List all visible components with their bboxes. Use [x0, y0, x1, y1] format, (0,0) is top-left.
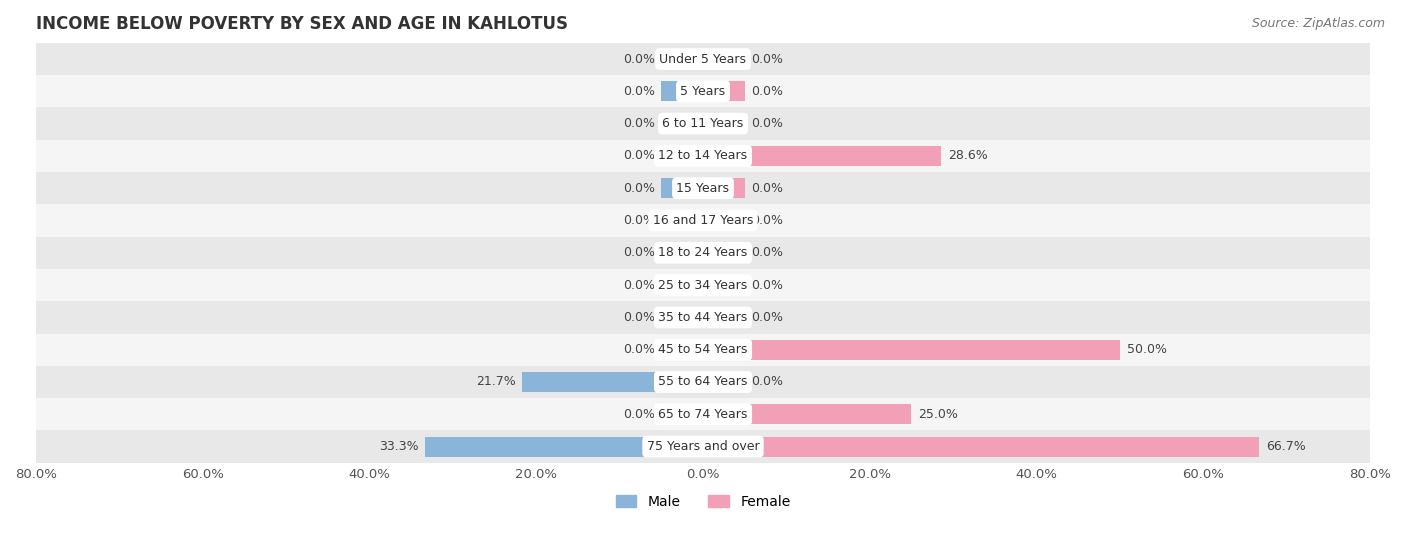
Text: 0.0%: 0.0% [751, 117, 783, 130]
Bar [661, 404, 703, 424]
Text: 0.0%: 0.0% [751, 278, 783, 292]
Text: 0.0%: 0.0% [623, 278, 655, 292]
Bar [703, 81, 745, 101]
Bar [426, 437, 703, 457]
Bar [661, 178, 703, 198]
Text: 16 and 17 Years: 16 and 17 Years [652, 214, 754, 227]
Text: Under 5 Years: Under 5 Years [659, 53, 747, 65]
Bar [37, 172, 1369, 205]
Bar [703, 340, 1121, 359]
Bar [37, 236, 1369, 269]
Bar [37, 140, 1369, 172]
Legend: Male, Female: Male, Female [610, 490, 796, 515]
Bar [703, 211, 745, 230]
Bar [703, 178, 745, 198]
Bar [661, 243, 703, 263]
Bar [661, 211, 703, 230]
Text: 0.0%: 0.0% [751, 376, 783, 389]
Bar [37, 398, 1369, 430]
Text: 66.7%: 66.7% [1265, 440, 1306, 453]
Bar [661, 275, 703, 295]
Text: 0.0%: 0.0% [623, 149, 655, 163]
Text: 0.0%: 0.0% [751, 53, 783, 65]
Text: 45 to 54 Years: 45 to 54 Years [658, 343, 748, 356]
Bar [37, 43, 1369, 75]
Text: 0.0%: 0.0% [623, 311, 655, 324]
Bar [703, 404, 911, 424]
Text: 28.6%: 28.6% [948, 149, 988, 163]
Text: 35 to 44 Years: 35 to 44 Years [658, 311, 748, 324]
Text: 0.0%: 0.0% [751, 182, 783, 195]
Bar [661, 81, 703, 101]
Text: Source: ZipAtlas.com: Source: ZipAtlas.com [1251, 17, 1385, 30]
Bar [703, 49, 745, 69]
Text: 21.7%: 21.7% [475, 376, 516, 389]
Text: 12 to 14 Years: 12 to 14 Years [658, 149, 748, 163]
Text: 15 Years: 15 Years [676, 182, 730, 195]
Bar [37, 107, 1369, 140]
Text: 18 to 24 Years: 18 to 24 Years [658, 247, 748, 259]
Text: 0.0%: 0.0% [751, 311, 783, 324]
Bar [661, 146, 703, 166]
Text: 0.0%: 0.0% [623, 247, 655, 259]
Bar [37, 75, 1369, 107]
Text: 25 to 34 Years: 25 to 34 Years [658, 278, 748, 292]
Text: 0.0%: 0.0% [751, 214, 783, 227]
Text: 55 to 64 Years: 55 to 64 Years [658, 376, 748, 389]
Text: 0.0%: 0.0% [751, 247, 783, 259]
Text: 0.0%: 0.0% [751, 85, 783, 98]
Bar [703, 307, 745, 328]
Text: 33.3%: 33.3% [380, 440, 419, 453]
Text: 0.0%: 0.0% [623, 182, 655, 195]
Text: 50.0%: 50.0% [1126, 343, 1167, 356]
Bar [661, 49, 703, 69]
Bar [661, 307, 703, 328]
Text: 0.0%: 0.0% [623, 343, 655, 356]
Bar [703, 146, 942, 166]
Bar [37, 269, 1369, 301]
Text: 65 to 74 Years: 65 to 74 Years [658, 408, 748, 421]
Bar [37, 301, 1369, 334]
Bar [37, 430, 1369, 463]
Bar [703, 372, 745, 392]
Bar [703, 113, 745, 134]
Text: 75 Years and over: 75 Years and over [647, 440, 759, 453]
Bar [703, 275, 745, 295]
Bar [703, 437, 1260, 457]
Bar [661, 113, 703, 134]
Text: 6 to 11 Years: 6 to 11 Years [662, 117, 744, 130]
Bar [37, 366, 1369, 398]
Text: 0.0%: 0.0% [623, 53, 655, 65]
Bar [522, 372, 703, 392]
Text: 0.0%: 0.0% [623, 408, 655, 421]
Bar [37, 205, 1369, 236]
Text: 25.0%: 25.0% [918, 408, 957, 421]
Text: 0.0%: 0.0% [623, 117, 655, 130]
Bar [37, 334, 1369, 366]
Bar [703, 243, 745, 263]
Bar [661, 340, 703, 359]
Text: INCOME BELOW POVERTY BY SEX AND AGE IN KAHLOTUS: INCOME BELOW POVERTY BY SEX AND AGE IN K… [37, 15, 568, 33]
Text: 0.0%: 0.0% [623, 214, 655, 227]
Text: 0.0%: 0.0% [623, 85, 655, 98]
Text: 5 Years: 5 Years [681, 85, 725, 98]
